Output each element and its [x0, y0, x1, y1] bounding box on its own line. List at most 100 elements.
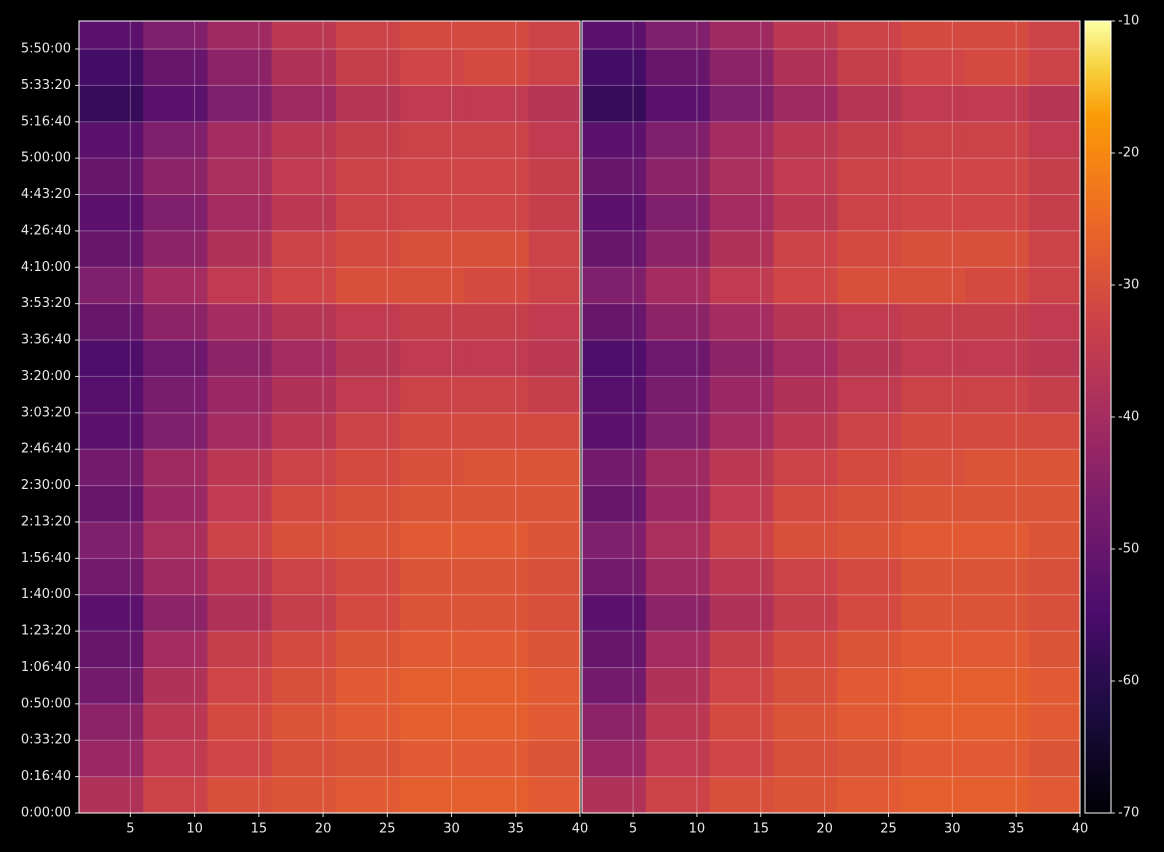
heat-cell	[901, 230, 966, 268]
heat-cell	[965, 631, 1030, 668]
heat-cell	[335, 376, 401, 414]
heat-cell	[335, 703, 401, 741]
heat-cell	[773, 340, 838, 377]
heat-cell	[271, 703, 337, 741]
heat-cell	[207, 412, 273, 450]
heat-cell	[773, 594, 838, 632]
heat-cell	[645, 521, 711, 559]
heat-cell	[965, 230, 1030, 268]
heat-cell	[1028, 376, 1081, 414]
heat-cell	[901, 412, 966, 450]
heat-cell	[271, 558, 337, 596]
heat-cell	[528, 776, 581, 814]
heat-cell	[901, 303, 966, 341]
heat-cell	[400, 85, 465, 123]
heat-cell	[335, 667, 401, 705]
heat-cell	[400, 21, 465, 50]
y-tick-label: 5:33:20	[21, 78, 71, 93]
heat-cell	[271, 230, 337, 268]
heat-cell	[79, 449, 144, 487]
heat-cell	[645, 49, 711, 86]
heat-cell	[645, 594, 711, 632]
heat-cell	[79, 558, 144, 596]
heat-cell	[143, 667, 208, 705]
x-tick-label: 35	[1008, 822, 1025, 837]
heat-cell	[528, 49, 581, 86]
heat-cell	[837, 558, 902, 596]
heat-cell	[1028, 194, 1081, 232]
heat-cell	[528, 521, 581, 559]
y-tick-label: 5:16:40	[21, 114, 71, 129]
heat-cell	[400, 121, 465, 159]
heat-cell	[528, 412, 581, 450]
heat-cell	[400, 194, 465, 232]
heat-cell	[464, 267, 530, 305]
y-tick-label: 3:36:40	[21, 333, 71, 348]
heat-cell	[335, 267, 401, 305]
heat-cell	[464, 558, 530, 596]
colorbar-tick-label: -50	[1118, 542, 1139, 557]
heat-cell	[709, 303, 775, 341]
heat-cell	[143, 158, 208, 196]
heat-cell	[1028, 412, 1081, 450]
heat-cell	[773, 267, 838, 305]
heat-cell	[965, 449, 1030, 487]
plot-frame	[78, 20, 581, 814]
heat-cell	[709, 267, 775, 305]
colorbar	[1084, 20, 1112, 814]
heat-cell	[335, 521, 401, 559]
y-tick-label: 3:53:20	[21, 296, 71, 311]
heat-cell	[335, 449, 401, 487]
heat-cell	[207, 303, 273, 341]
heat-cell	[335, 340, 401, 377]
heat-cell	[143, 485, 208, 523]
heat-cell	[207, 230, 273, 268]
x-tick-label: 10	[689, 822, 706, 837]
heat-cell	[143, 267, 208, 305]
heat-cell	[709, 194, 775, 232]
heat-cell	[901, 667, 966, 705]
heat-cell	[79, 230, 144, 268]
heat-cell	[837, 21, 902, 50]
heat-cell	[271, 521, 337, 559]
heat-cell	[79, 49, 144, 86]
heat-cell	[79, 594, 144, 632]
x-tick-label: 15	[752, 822, 769, 837]
heat-cell	[645, 485, 711, 523]
heat-cell	[271, 376, 337, 414]
heat-cell	[335, 558, 401, 596]
heat-cell	[709, 631, 775, 668]
heat-cell	[837, 85, 902, 123]
heat-cell	[773, 521, 838, 559]
heat-cell	[528, 740, 581, 778]
heat-cell	[335, 740, 401, 778]
colorbar-tick-label: -20	[1118, 146, 1139, 161]
heat-cell	[207, 776, 273, 814]
heat-cell	[901, 485, 966, 523]
heat-cell	[582, 521, 647, 559]
heat-cell	[645, 230, 711, 268]
heat-cell	[79, 303, 144, 341]
heat-cell	[901, 449, 966, 487]
heat-cell	[773, 667, 838, 705]
heat-cell	[143, 121, 208, 159]
heat-cell	[464, 49, 530, 86]
heat-cell	[79, 121, 144, 159]
heat-cell	[528, 85, 581, 123]
heat-cell	[901, 85, 966, 123]
heat-cell	[464, 740, 530, 778]
heat-cell	[528, 703, 581, 741]
heat-cell	[965, 49, 1030, 86]
heat-cell	[709, 412, 775, 450]
heat-cell	[207, 85, 273, 123]
heat-cell	[143, 376, 208, 414]
y-tick-label: 2:30:00	[21, 478, 71, 493]
heat-cell	[582, 340, 647, 377]
heat-cell	[901, 776, 966, 814]
heat-cell	[1028, 267, 1081, 305]
heat-cell	[965, 594, 1030, 632]
y-tick-label: 5:50:00	[21, 42, 71, 57]
heat-cell	[400, 49, 465, 86]
heat-cell	[335, 412, 401, 450]
heat-cell	[143, 703, 208, 741]
